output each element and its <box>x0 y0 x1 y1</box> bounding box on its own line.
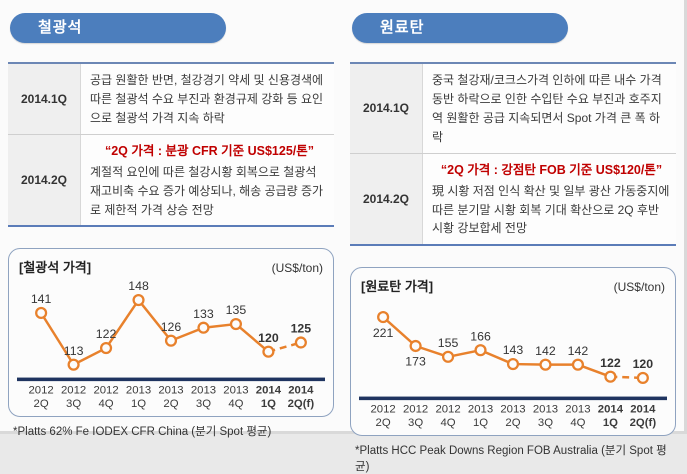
period-label: 2014.2Q <box>8 134 81 226</box>
svg-text:133: 133 <box>193 307 214 321</box>
table-row-2014-1q: 2014.1Q 중국 철강재/코크스가격 인하에 따른 내수 가격 동반 하락으… <box>350 64 676 153</box>
svg-text:2012: 2012 <box>61 385 86 397</box>
svg-text:135: 135 <box>226 304 247 318</box>
svg-text:142: 142 <box>535 344 556 358</box>
svg-text:2012: 2012 <box>93 385 118 397</box>
chart-unit-label: (US$/ton) <box>613 280 665 295</box>
svg-text:1Q: 1Q <box>131 399 146 411</box>
svg-text:122: 122 <box>96 328 117 342</box>
svg-text:173: 173 <box>405 355 426 369</box>
coking-coal-header: 원료탄 <box>352 13 568 43</box>
svg-text:2013: 2013 <box>223 385 248 397</box>
svg-text:2014: 2014 <box>630 404 656 416</box>
commentary-body: 계절적 요인에 따른 철강시황 회복으로 철광석 재고비축 수요 증가 예상되나… <box>90 164 324 217</box>
period-commentary: 공급 원활한 반면, 철강경기 약세 및 신용경색에 따른 철광석 수요 부진과… <box>81 64 334 134</box>
svg-text:126: 126 <box>161 320 182 334</box>
svg-text:166: 166 <box>470 330 491 344</box>
iron-ore-price-line-chart: 141 113 122 148 126 133 135 120 125 2012 2Q 2012 3Q 2… <box>17 280 325 411</box>
svg-text:2012: 2012 <box>403 404 428 416</box>
price-highlight: “2Q 가격 : 강점탄 FOB 기준 US$120/톤” <box>440 162 663 177</box>
svg-text:2Q: 2Q <box>376 418 391 430</box>
svg-text:3Q: 3Q <box>196 399 211 411</box>
chart-unit-label: (US$/ton) <box>271 261 323 276</box>
iron-ore-chart-box: [철광석 가격] (US$/ton) 141 113 122 148 126 133 135… <box>8 248 334 418</box>
svg-text:2Q(f): 2Q(f) <box>630 418 657 430</box>
svg-text:141: 141 <box>31 293 52 307</box>
svg-text:2014: 2014 <box>598 404 624 416</box>
svg-text:2013: 2013 <box>158 385 183 397</box>
svg-text:2014: 2014 <box>256 385 282 397</box>
table-row-2014-1q: 2014.1Q 공급 원활한 반면, 철강경기 약세 및 신용경색에 따른 철광… <box>8 64 334 134</box>
commentary-body: 現 시황 저점 인식 확산 및 일부 광산 가동중지에 따른 분기말 시황 회복… <box>432 183 670 236</box>
svg-text:143: 143 <box>503 344 524 358</box>
chart-title: [철광석 가격] <box>19 260 92 276</box>
svg-text:2Q(f): 2Q(f) <box>288 399 315 411</box>
svg-text:3Q: 3Q <box>408 418 423 430</box>
coking-coal-price-line-chart: 221 173 155 166 143 142 142 122 120 2012 2Q 2012 3Q 2… <box>359 311 667 430</box>
coking-coal-quarter-table: 2014.1Q 중국 철강재/코크스가격 인하에 따른 내수 가격 동반 하락으… <box>350 62 676 247</box>
coking-coal-panel: 원료탄 2014.1Q 중국 철강재/코크스가격 인하에 따른 내수 가격 동반… <box>350 13 676 473</box>
chart-footnote: *Platts 62% Fe IODEX CFR China (분기 Spot … <box>13 426 272 439</box>
svg-text:1Q: 1Q <box>603 418 618 430</box>
svg-text:1Q: 1Q <box>473 418 488 430</box>
coking-coal-chart-box: [원료탄 가격] (US$/ton) 221 173 155 166 143 142 142… <box>350 267 676 437</box>
svg-text:4Q: 4Q <box>228 399 243 411</box>
chart-header: [철광석 가격] (US$/ton) <box>17 257 325 276</box>
svg-text:2013: 2013 <box>565 404 590 416</box>
svg-text:4Q: 4Q <box>570 418 585 430</box>
svg-text:4Q: 4Q <box>98 399 113 411</box>
svg-text:2013: 2013 <box>191 385 216 397</box>
period-commentary: “2Q 가격 : 분광 CFR 기준 US$125/톤” 계절적 요인에 따른 … <box>81 134 334 226</box>
svg-text:142: 142 <box>568 344 589 358</box>
iron-ore-panel: 철광석 2014.1Q 공급 원활한 반면, 철강경기 약세 및 신용경색에 따… <box>8 13 334 438</box>
period-commentary: “2Q 가격 : 강점탄 FOB 기준 US$120/톤” 現 시황 저점 인식… <box>423 153 676 245</box>
table-row-2014-2q: 2014.2Q “2Q 가격 : 분광 CFR 기준 US$125/톤” 계절적… <box>8 133 334 226</box>
table-row-2014-2q: 2014.2Q “2Q 가격 : 강점탄 FOB 기준 US$120/톤” 現 … <box>350 152 676 245</box>
svg-text:3Q: 3Q <box>538 418 553 430</box>
svg-text:120: 120 <box>633 357 654 371</box>
svg-text:2013: 2013 <box>126 385 151 397</box>
svg-text:4Q: 4Q <box>440 418 455 430</box>
svg-text:221: 221 <box>373 326 394 340</box>
svg-text:122: 122 <box>600 356 621 370</box>
svg-text:120: 120 <box>258 331 279 345</box>
price-highlight: “2Q 가격 : 분광 CFR 기준 US$125/톤” <box>104 143 314 158</box>
iron-ore-quarter-table: 2014.1Q 공급 원활한 반면, 철강경기 약세 및 신용경색에 따른 철광… <box>8 62 334 228</box>
period-commentary: 중국 철강재/코크스가격 인하에 따른 내수 가격 동반 하락으로 인한 수입탄… <box>423 64 676 153</box>
svg-text:2Q: 2Q <box>505 418 520 430</box>
chart-header: [원료탄 가격] (US$/ton) <box>359 276 667 295</box>
svg-text:3Q: 3Q <box>66 399 81 411</box>
iron-ore-header: 철광석 <box>10 13 226 43</box>
period-label: 2014.1Q <box>8 64 81 134</box>
svg-text:125: 125 <box>291 322 312 336</box>
period-label: 2014.1Q <box>350 64 423 153</box>
svg-text:155: 155 <box>438 336 459 350</box>
svg-text:2012: 2012 <box>435 404 460 416</box>
svg-text:2Q: 2Q <box>163 399 178 411</box>
svg-text:2014: 2014 <box>288 385 314 397</box>
svg-text:2013: 2013 <box>533 404 558 416</box>
chart-title: [원료탄 가격] <box>361 279 434 295</box>
svg-text:113: 113 <box>64 344 84 358</box>
period-label: 2014.2Q <box>350 153 423 245</box>
svg-text:148: 148 <box>128 280 149 294</box>
svg-text:1Q: 1Q <box>261 399 276 411</box>
svg-text:2Q: 2Q <box>34 399 49 411</box>
svg-text:2012: 2012 <box>29 385 54 397</box>
svg-text:2012: 2012 <box>371 404 396 416</box>
svg-text:2013: 2013 <box>500 404 525 416</box>
chart-footnote: *Platts HCC Peak Downs Region FOB Austra… <box>355 445 667 474</box>
svg-text:2013: 2013 <box>468 404 493 416</box>
